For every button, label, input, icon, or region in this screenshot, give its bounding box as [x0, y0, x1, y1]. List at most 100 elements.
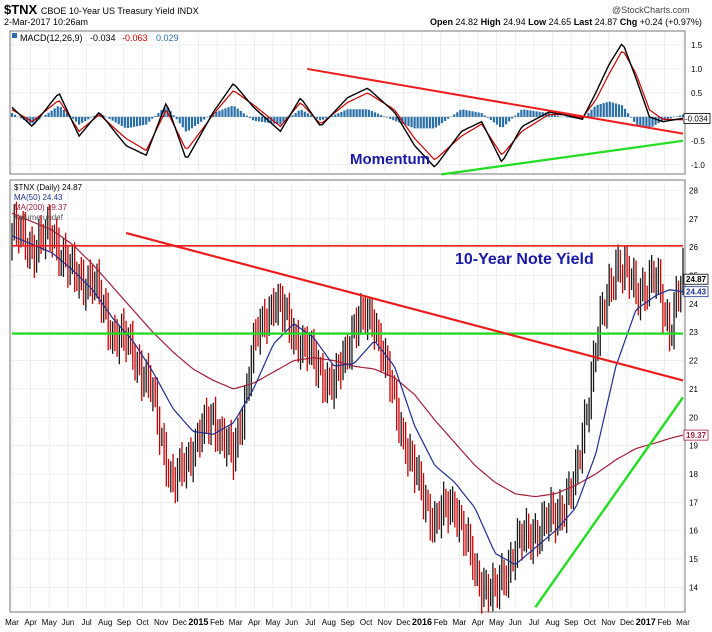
x-tick-label: Dec	[396, 618, 410, 627]
x-tick-label: Dec	[620, 618, 634, 627]
chg-value: +0.24 (+0.97%)	[639, 17, 702, 27]
x-tick-label: Apr	[472, 618, 485, 627]
x-tick-label: Mar	[229, 618, 243, 627]
ticker-description: CBOE 10-Year US Treasury Yield INDX	[40, 6, 199, 16]
x-tick-label: Apr	[24, 618, 37, 627]
ma50-line	[11, 235, 684, 566]
macd-y-tick-label: 0.5	[691, 89, 703, 98]
open-value: 24.82	[455, 17, 479, 27]
price-y-tick-label: 18	[689, 470, 698, 479]
x-tick-label: Nov	[601, 618, 615, 627]
macd-y-tick-label: -1.0	[691, 161, 705, 170]
x-tick-label: 2015	[188, 617, 208, 627]
x-tick-label: May	[489, 618, 504, 627]
x-tick-label: Jul	[529, 618, 539, 627]
macd-downtrend-line	[307, 67, 684, 135]
x-tick-label: Mar	[452, 618, 466, 627]
macd-panel-frame	[9, 30, 686, 175]
x-tick-label: May	[265, 618, 280, 627]
price-y-tick-label: 16	[689, 527, 698, 536]
macd-legend-label: MACD(12,26,9)	[20, 33, 83, 43]
x-tick-label: Oct	[584, 618, 597, 627]
x-tick-label: Dec	[173, 618, 187, 627]
x-tick-label: Sep	[117, 618, 132, 627]
high-label: High	[480, 17, 501, 27]
chg-label: Chg	[619, 17, 638, 27]
x-tick-label: Feb	[657, 618, 671, 627]
x-tick-label: Mar	[5, 618, 19, 627]
macd-last-tag: -0.034	[685, 115, 708, 124]
x-tick-label: Feb	[434, 618, 448, 627]
last-ma200-tag: 19.37	[686, 431, 707, 440]
x-tick-label: Oct	[360, 618, 373, 627]
macd-y-tick-label: -0.5	[691, 137, 705, 146]
x-tick-label: Sep	[564, 618, 579, 627]
ticker-title: $TNX CBOE 10-Year US Treasury Yield INDX	[4, 2, 199, 17]
price-y-tick-label: 23	[689, 328, 698, 337]
x-tick-label: Mar	[676, 618, 690, 627]
low-label: Low	[528, 17, 547, 27]
x-tick-label: Jul	[305, 618, 315, 627]
price-legend: $TNX (Daily) 24.87 MA(50) 24.43 MA(200) …	[14, 183, 83, 222]
x-tick-label: May	[42, 618, 57, 627]
macd-legend-hist: 0.029	[156, 33, 179, 43]
low-value: 24.65	[548, 17, 572, 27]
x-tick-label: 2016	[412, 617, 432, 627]
macd-y-tick-label: 1.5	[691, 41, 703, 50]
high-value: 24.94	[503, 17, 526, 27]
price-y-tick-label: 22	[689, 357, 698, 366]
last-label: Last	[573, 17, 593, 27]
x-tick-label: 2017	[636, 617, 656, 627]
macd-legend-swatch	[12, 33, 17, 38]
downtrend-line	[125, 231, 684, 382]
ticker-symbol: $TNX	[4, 2, 38, 17]
price-y-tick-label: 21	[689, 385, 698, 394]
macd-uptrend-line	[441, 139, 684, 176]
x-tick-label: Oct	[136, 618, 149, 627]
price-legend-symbol: $TNX (Daily) 24.87	[14, 183, 83, 192]
price-y-tick-label: 24	[689, 300, 698, 309]
price-y-tick-label: 19	[689, 442, 698, 451]
macd-legend: MACD(12,26,9) -0.034 -0.063 0.029	[12, 33, 179, 43]
last-price-tag-box	[683, 273, 709, 285]
quote-date: 2-Mar-2017 10:26am	[4, 17, 89, 27]
x-tick-label: Apr	[248, 618, 261, 627]
x-tick-label: Aug	[545, 618, 559, 627]
open-label: Open	[430, 17, 454, 27]
price-legend-volume: Volume undef	[14, 213, 64, 222]
x-tick-label: Nov	[378, 618, 392, 627]
momentum-annotation: Momentum	[350, 151, 430, 168]
x-tick-label: Aug	[98, 618, 112, 627]
last-value: 24.87	[594, 17, 618, 27]
price-y-tick-label: 14	[689, 583, 698, 592]
macd-line	[11, 43, 684, 168]
last-ma50-tag-box	[683, 286, 709, 298]
macd-y-tick-label: 1.0	[691, 65, 703, 74]
x-tick-label: Aug	[322, 618, 336, 627]
x-tick-label: Jul	[81, 618, 91, 627]
brand-logo: @StockCharts.com	[612, 5, 690, 15]
price-y-tick-label: 27	[689, 215, 698, 224]
yield-annotation: 10-Year Note Yield	[455, 251, 594, 268]
price-legend-ma50: MA(50) 24.43	[14, 193, 63, 202]
price-y-tick-label: 28	[689, 187, 698, 196]
price-y-tick-label: 17	[689, 498, 698, 507]
quote-summary: Open 24.82 High 24.94 Low 24.65 Last 24.…	[430, 17, 702, 27]
last-ma200-tag-box	[683, 429, 709, 441]
last-price-tag: 24.87	[686, 275, 707, 284]
last-ma50-tag: 24.43	[686, 288, 707, 297]
price-panel-frame	[9, 179, 686, 613]
macd-last-tag-box	[683, 113, 711, 124]
price-y-tick-label: 20	[689, 413, 698, 422]
price-legend-ma200: MA(200) 19.37	[14, 203, 67, 212]
x-tick-label: Nov	[154, 618, 168, 627]
x-tick-label: Jun	[285, 618, 298, 627]
uptrend-line	[534, 396, 684, 608]
x-tick-label: Feb	[210, 618, 224, 627]
price-y-tick-label: 26	[689, 243, 698, 252]
macd-legend-signal: -0.063	[122, 33, 148, 43]
x-tick-label: Jun	[509, 618, 522, 627]
price-y-tick-label: 15	[689, 555, 698, 564]
macd-legend-macd: -0.034	[90, 33, 116, 43]
